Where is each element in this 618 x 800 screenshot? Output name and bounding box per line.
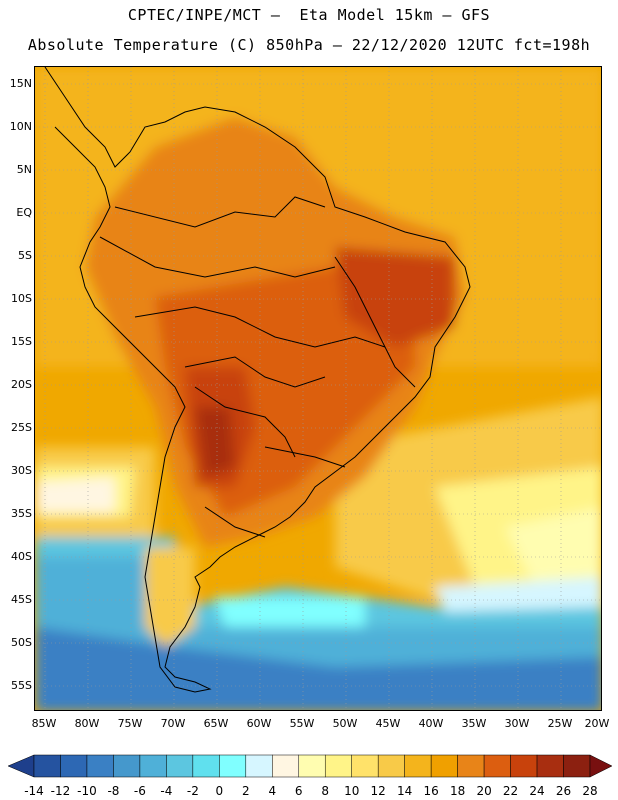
colorbar-label: 26 [555, 784, 572, 798]
colorbar-swatch [60, 754, 88, 778]
lon-label: 70W [160, 717, 186, 730]
colorbar-swatch [430, 754, 458, 778]
colorbar-label: -6 [133, 784, 146, 798]
colorbar-swatch [113, 754, 141, 778]
colorbar-swatch [563, 754, 591, 778]
colorbar-label: 6 [294, 784, 303, 798]
colorbar-label: 10 [344, 784, 360, 798]
colorbar-label: -8 [107, 784, 120, 798]
lat-label: 30S [11, 464, 32, 477]
colorbar-swatch [483, 754, 511, 778]
colorbar-label: -4 [160, 784, 173, 798]
lon-label: 75W [117, 717, 143, 730]
colorbar-swatch [298, 754, 326, 778]
lat-label: 15N [9, 77, 32, 90]
colorbar-label: 22 [502, 784, 519, 798]
lat-label: 10S [11, 292, 32, 305]
lon-label: 80W [74, 717, 100, 730]
colorbar-swatch [272, 754, 300, 778]
colorbar-swatch [7, 754, 35, 778]
colorbar-swatch [457, 754, 485, 778]
colorbar-swatch [245, 754, 273, 778]
colorbar-swatch [324, 754, 352, 778]
colorbar-label: 4 [268, 784, 277, 798]
lon-label: 25W [547, 717, 573, 730]
colorbar-label: 14 [397, 784, 413, 798]
lat-label: 25S [11, 421, 32, 434]
colorbar-swatch [510, 754, 538, 778]
colorbar-swatch [139, 754, 167, 778]
colorbar-swatch [166, 754, 194, 778]
colorbar-swatch [219, 754, 247, 778]
temperature-field [35, 67, 601, 710]
lat-label: 5N [16, 163, 32, 176]
map-subtitle: Absolute Temperature (C) 850hPa – 22/12/… [27, 36, 591, 54]
colorbar-swatch [377, 754, 405, 778]
lat-lon-grid [35, 67, 601, 710]
colorbar-label: 20 [476, 784, 492, 798]
lat-label: 5S [18, 249, 32, 262]
colorbar-label: -12 [50, 784, 71, 798]
lat-label: 10N [9, 120, 32, 133]
lon-label: 65W [203, 717, 229, 730]
map-canvas [35, 67, 601, 710]
colorbar-label: -14 [24, 784, 44, 798]
lat-label: 20S [11, 378, 32, 391]
lon-label: 45W [375, 717, 401, 730]
colorbar-label: 18 [449, 784, 466, 798]
lat-label: 15S [11, 335, 32, 348]
lat-label: 50S [11, 636, 32, 649]
colorbar-swatch [86, 754, 114, 778]
colorbar-label: -10 [77, 784, 97, 798]
colorbar-label: 2 [241, 784, 250, 798]
temperature-map [34, 66, 602, 711]
colorbar-label: 28 [582, 784, 598, 798]
colorbar-label: 8 [321, 784, 330, 798]
colorbar-swatch [192, 754, 220, 778]
colorbar-label: 12 [370, 784, 386, 798]
colorbar-swatch [351, 754, 379, 778]
lat-label: 35S [11, 507, 32, 520]
lat-label: 45S [11, 593, 32, 606]
lon-label: 30W [504, 717, 530, 730]
colorbar-swatch [33, 754, 61, 778]
lon-label: 35W [461, 717, 487, 730]
colorbar-label: 0 [215, 784, 224, 798]
lat-label: 55S [11, 679, 32, 692]
colorbar-label: 24 [529, 784, 545, 798]
colorbar-swatch [589, 754, 613, 778]
lat-label: 40S [11, 550, 32, 563]
colorbar-swatch [404, 754, 432, 778]
lon-label: 50W [332, 717, 358, 730]
colorbar [7, 754, 613, 778]
lon-label: 85W [31, 717, 57, 730]
lon-label: 60W [246, 717, 272, 730]
coastline-borders [44, 67, 471, 693]
lon-label: 55W [289, 717, 315, 730]
lat-label: EQ [16, 206, 32, 219]
colorbar-swatch [536, 754, 564, 778]
colorbar-label: -2 [186, 784, 199, 798]
lon-label: 40W [418, 717, 444, 730]
lon-label: 20W [584, 717, 610, 730]
colorbar-label: 16 [423, 784, 439, 798]
map-title: CPTEC/INPE/MCT – Eta Model 15km – GFS [127, 6, 491, 24]
